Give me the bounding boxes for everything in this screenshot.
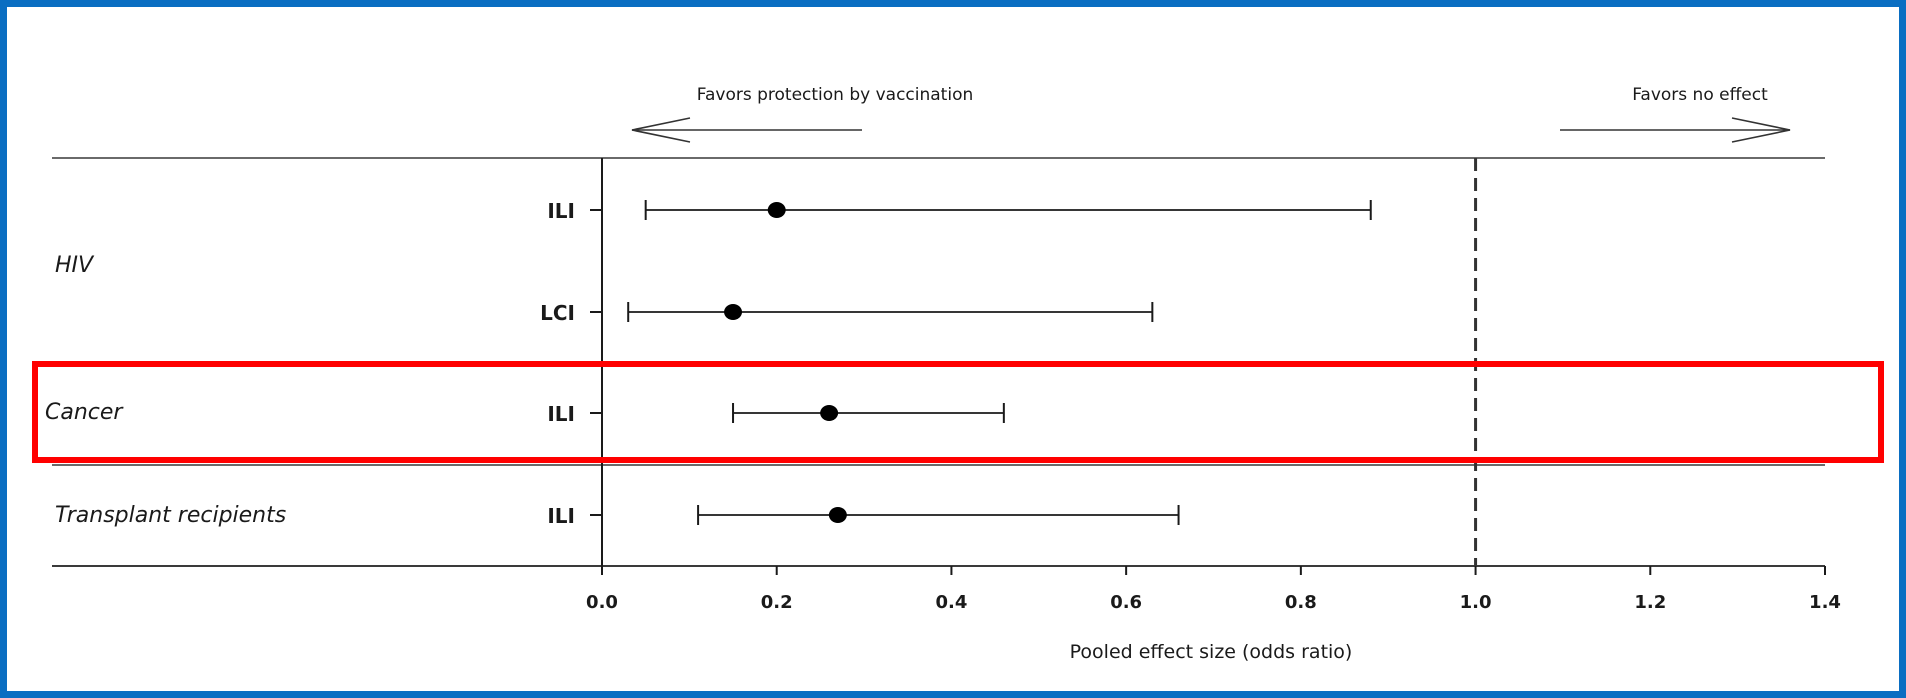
x-tick-label-3: 0.6: [1110, 592, 1142, 613]
row-label-hiv-ili: ILI: [547, 199, 575, 223]
x-tick-label-7: 1.4: [1809, 592, 1841, 613]
x-tick-label-6: 1.2: [1634, 592, 1666, 613]
x-tick-label-1: 0.2: [761, 592, 793, 613]
x-tick-label-5: 1.0: [1460, 592, 1492, 613]
favors-protection-label: Favors protection by vaccination: [697, 85, 974, 105]
group-label-transplant: Transplant recipients: [55, 503, 286, 528]
x-tick-label-4: 0.8: [1285, 592, 1317, 613]
group-label-cancer: Cancer: [45, 400, 124, 425]
row-label-cancer-ili: ILI: [547, 402, 575, 426]
point-estimate-g0-r1: [724, 304, 743, 320]
row-label-transplant-ili: ILI: [547, 504, 575, 528]
cancer-highlight-box: [32, 361, 1884, 463]
point-estimate-g1-r0: [820, 405, 839, 421]
point-estimate-g2-r0: [828, 507, 847, 523]
protection-arrow-head: [631, 117, 691, 143]
group-label-hiv: HIV: [55, 253, 95, 278]
x-tick-label-0: 0.0: [586, 592, 618, 613]
no-effect-arrow-head: [1731, 117, 1791, 143]
x-axis-title: Pooled effect size (odds ratio): [1070, 641, 1353, 663]
point-estimate-g0-r0: [767, 202, 786, 218]
x-tick-label-2: 0.4: [935, 592, 967, 613]
row-label-hiv-lci: LCI: [540, 301, 575, 325]
favors-no-effect-label: Favors no effect: [1632, 85, 1768, 105]
